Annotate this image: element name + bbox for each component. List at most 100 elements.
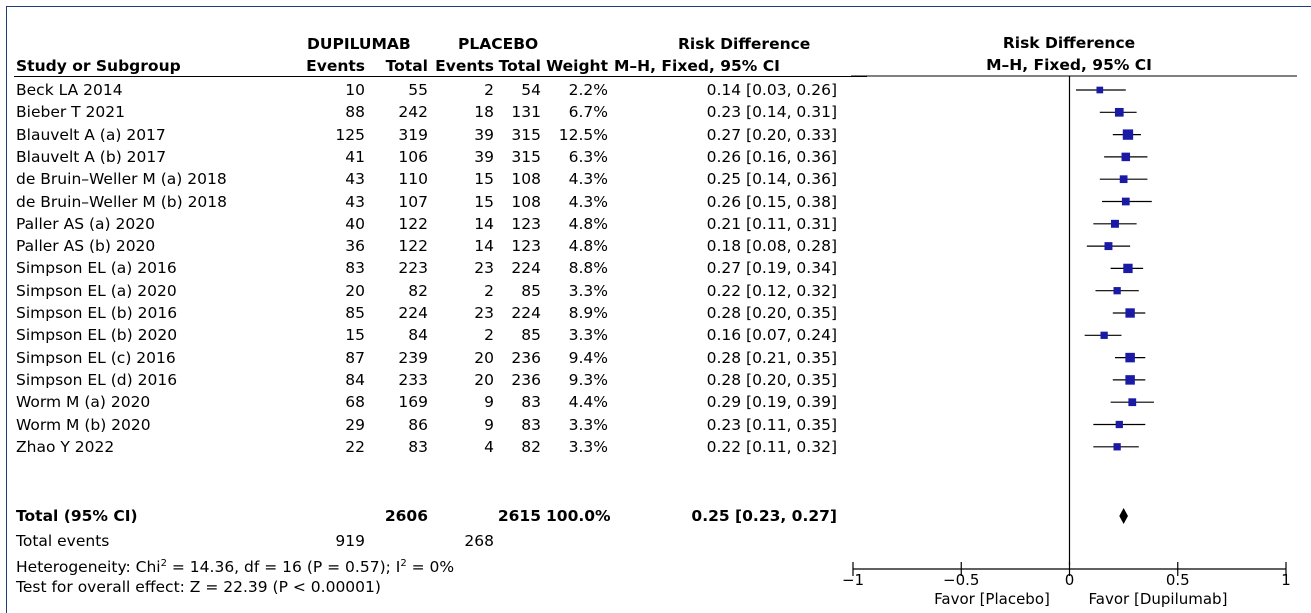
study-name: Simpson EL (c) 2016 [16, 348, 176, 367]
study-weight: 8.9% [568, 304, 608, 322]
study-weight: 3.3% [568, 415, 608, 434]
x-tick-label: 1 [1281, 571, 1291, 589]
total-placebo: 236 [511, 348, 541, 367]
events-dupilumab: 85 [345, 304, 365, 322]
events-dupilumab: 87 [345, 348, 365, 367]
study-rd: 0.27 [0.19, 0.34] [706, 259, 837, 278]
study-rd: 0.26 [0.16, 0.36] [706, 147, 837, 166]
total-dupilumab: 106 [398, 147, 428, 166]
study-weight: 6.3% [568, 147, 608, 166]
events-dupilumab: 22 [345, 437, 365, 456]
overall-effect-text: Test for overall effect: Z = 22.39 (P < … [16, 578, 381, 596]
study-weight: 12.5% [558, 125, 608, 144]
events-placebo: 18 [474, 103, 494, 122]
header-group-dupilumab: DUPILUMAB [307, 35, 411, 53]
total-placebo: 123 [511, 237, 541, 256]
total-dupilumab: 110 [398, 170, 428, 189]
study-marker [1121, 152, 1131, 162]
study-name: Zhao Y 2022 [16, 437, 115, 456]
study-name: Simpson EL (b) 2020 [16, 326, 178, 345]
plot-title: Risk Difference [1003, 34, 1135, 52]
events-placebo: 20 [474, 348, 494, 367]
header-events-dupilumab: Events [306, 57, 365, 75]
x-tick-label: 0 [1065, 571, 1075, 589]
study-rd: 0.14 [0.03, 0.26] [706, 81, 837, 99]
study-name: Paller AS (b) 2020 [16, 237, 156, 256]
events-dupilumab: 83 [345, 259, 365, 278]
total-dupilumab: 83 [408, 437, 428, 456]
study-weight: 4.3% [568, 192, 608, 211]
total-dupilumab: 107 [398, 192, 428, 211]
total-dupilumab: 82 [408, 281, 428, 300]
total-dupilumab: 239 [398, 348, 428, 367]
events-placebo: 9 [484, 415, 494, 434]
total-placebo: 315 [511, 147, 541, 166]
study-marker [1121, 197, 1130, 206]
total-events-label: Total events [16, 532, 110, 550]
total-dupilumab: 122 [398, 214, 428, 233]
heterogeneity-text: Heterogeneity: Chi2 = 14.36, df = 16 (P … [16, 558, 455, 577]
events-placebo: 2 [484, 281, 494, 300]
study-name: Blauvelt A (b) 2017 [16, 147, 167, 166]
total-placebo: 224 [511, 304, 541, 322]
events-placebo: 2 [484, 326, 494, 345]
events-dupilumab: 29 [345, 415, 365, 434]
study-marker [1113, 443, 1121, 451]
total-events-dupilumab: 919 [335, 532, 365, 550]
total-placebo: 108 [511, 170, 541, 189]
study-name: Paller AS (a) 2020 [16, 214, 155, 233]
header-total-dupilumab: Total [385, 57, 428, 75]
study-marker [1125, 308, 1135, 318]
plot-subtitle: M–H, Fixed, 95% CI [986, 56, 1152, 74]
total-placebo: 123 [511, 214, 541, 233]
study-rd: 0.28 [0.20, 0.35] [706, 304, 837, 322]
total-placebo: 85 [521, 281, 541, 300]
study-weight: 3.3% [568, 281, 608, 300]
study-rd: 0.22 [0.11, 0.32] [706, 437, 837, 456]
study-weight: 9.4% [568, 348, 608, 367]
study-rd: 0.26 [0.15, 0.38] [706, 192, 837, 211]
events-dupilumab: 41 [345, 147, 365, 166]
events-placebo: 39 [474, 125, 494, 144]
study-rd: 0.23 [0.14, 0.31] [706, 103, 837, 122]
total-weight: 100.0% [546, 507, 611, 525]
events-placebo: 15 [474, 170, 494, 189]
study-rd: 0.16 [0.07, 0.24] [706, 326, 837, 345]
events-placebo: 39 [474, 147, 494, 166]
total-placebo: 315 [511, 125, 541, 144]
events-placebo: 2 [484, 81, 494, 99]
study-marker [1115, 420, 1123, 429]
favor-dupilumab-label: Favor [Dupilumab] [1089, 590, 1228, 608]
study-marker [1125, 375, 1135, 385]
study-rd: 0.28 [0.20, 0.35] [706, 370, 837, 389]
events-placebo: 14 [474, 214, 494, 233]
study-rd: 0.29 [0.19, 0.39] [706, 393, 837, 412]
total-dupilumab: 84 [408, 326, 428, 345]
favor-placebo-label: Favor [Placebo] [934, 590, 1050, 608]
study-weight: 6.7% [568, 103, 608, 122]
study-weight: 4.4% [568, 393, 608, 412]
study-marker [1113, 287, 1121, 295]
events-placebo: 9 [484, 393, 494, 412]
total-dupilumab: 223 [398, 259, 428, 278]
study-marker [1128, 398, 1137, 407]
total-placebo: 83 [521, 393, 541, 412]
events-placebo: 23 [474, 304, 494, 322]
study-weight: 3.3% [568, 326, 608, 345]
total-placebo: 108 [511, 192, 541, 211]
study-name: Simpson EL (d) 2016 [16, 370, 178, 389]
study-marker [1096, 86, 1104, 94]
total-dupilumab: 319 [398, 125, 428, 144]
study-rd: 0.18 [0.08, 0.28] [706, 237, 837, 256]
study-marker [1110, 219, 1119, 228]
study-name: de Bruin–Weller M (b) 2018 [16, 192, 228, 211]
study-name: Worm M (a) 2020 [16, 393, 151, 412]
events-placebo: 23 [474, 259, 494, 278]
study-weight: 9.3% [568, 370, 608, 389]
total-placebo: 82 [521, 437, 541, 456]
study-weight: 4.8% [568, 214, 608, 233]
events-placebo: 4 [484, 437, 494, 456]
figure-frame [6, 6, 1311, 613]
study-name: Bieber T 2021 [16, 103, 125, 122]
